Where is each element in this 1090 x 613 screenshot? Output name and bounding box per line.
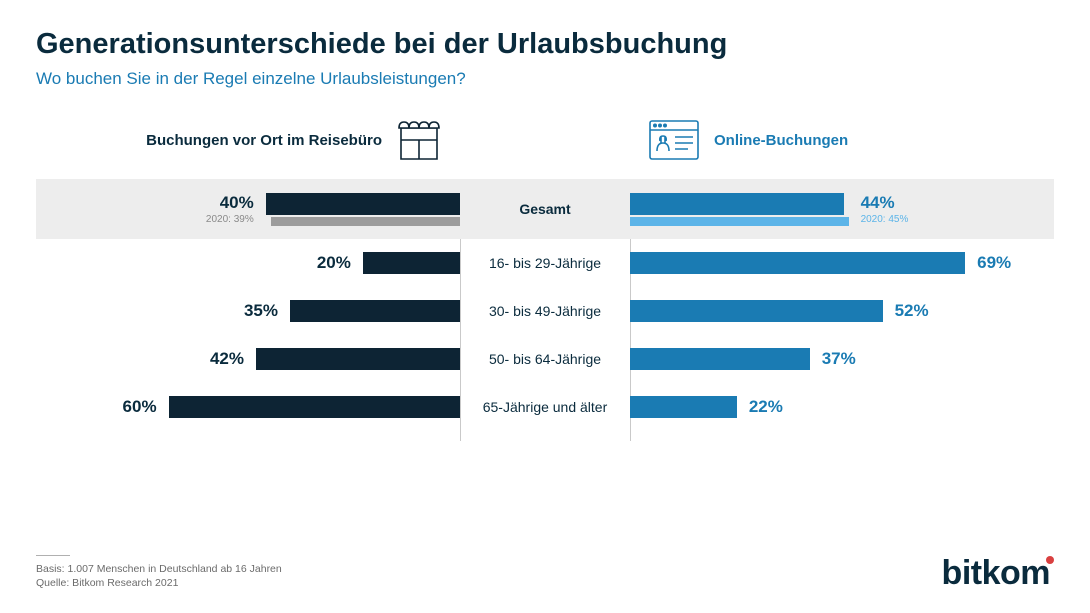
- right-series-label: Online-Buchungen: [714, 132, 848, 149]
- shop-icon: [396, 119, 442, 161]
- right-value: 52%: [895, 301, 929, 321]
- right-bar: [630, 300, 883, 322]
- right-bar: [630, 348, 810, 370]
- left-value: 20%: [317, 253, 351, 273]
- left-value: 60%: [123, 397, 157, 417]
- total-label: Gesamt: [460, 201, 630, 217]
- right-total-bar: [630, 193, 849, 226]
- left-value: 42%: [210, 349, 244, 369]
- data-row: 20% 16- bis 29-Jährige 69%: [36, 239, 1054, 287]
- left-bar: [256, 348, 460, 370]
- footnote: Basis: 1.007 Menschen in Deutschland ab …: [36, 555, 282, 591]
- bitkom-logo: bitkom: [942, 554, 1054, 593]
- total-row: 40%2020: 39% Gesamt 44%2020: 45%: [36, 179, 1054, 239]
- data-row: 42% 50- bis 64-Jährige 37%: [36, 335, 1054, 383]
- footnote-line-2: Quelle: Bitkom Research 2021: [36, 576, 282, 591]
- left-value: 35%: [244, 301, 278, 321]
- row-label: 50- bis 64-Jährige: [460, 351, 630, 367]
- right-value: 69%: [977, 253, 1011, 273]
- page-title: Generationsunterschiede bei der Urlaubsb…: [36, 28, 1054, 61]
- data-row: 60% 65-Jährige und älter 22%: [36, 383, 1054, 431]
- left-bar: [169, 396, 460, 418]
- chart-rows: 40%2020: 39% Gesamt 44%2020: 45% 20% 16- bis…: [36, 179, 1054, 431]
- chart-header: Buchungen vor Ort im Reisebüro: [36, 119, 1054, 161]
- logo-dot: [1046, 556, 1054, 564]
- footnote-line-1: Basis: 1.007 Menschen in Deutschland ab …: [36, 562, 282, 577]
- data-row: 35% 30- bis 49-Jährige 52%: [36, 287, 1054, 335]
- left-series-label: Buchungen vor Ort im Reisebüro: [146, 132, 382, 149]
- right-value: 37%: [822, 349, 856, 369]
- right-series-header: Online-Buchungen: [630, 119, 1054, 161]
- left-bar: [363, 252, 460, 274]
- page-subtitle: Wo buchen Sie in der Regel einzelne Urla…: [36, 69, 1054, 89]
- right-bar: [630, 396, 737, 418]
- row-label: 65-Jährige und älter: [460, 399, 630, 415]
- row-label: 30- bis 49-Jährige: [460, 303, 630, 319]
- left-series-header: Buchungen vor Ort im Reisebüro: [36, 119, 460, 161]
- right-total-value: 44%2020: 45%: [861, 193, 909, 225]
- left-total-bar: [266, 193, 460, 226]
- chart: Buchungen vor Ort im Reisebüro: [36, 119, 1054, 431]
- right-bar: [630, 252, 965, 274]
- right-value: 22%: [749, 397, 783, 417]
- browser-icon: [648, 119, 700, 161]
- left-bar: [290, 300, 460, 322]
- left-total-value: 40%2020: 39%: [206, 193, 254, 225]
- row-label: 16- bis 29-Jährige: [460, 255, 630, 271]
- infographic: Generationsunterschiede bei der Urlaubsb…: [0, 0, 1090, 613]
